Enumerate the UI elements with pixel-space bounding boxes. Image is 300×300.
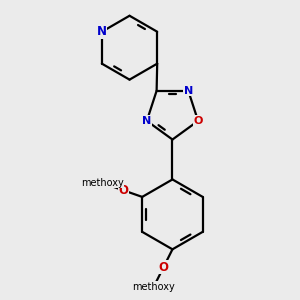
- Text: O: O: [118, 184, 128, 197]
- Text: methoxy: methoxy: [81, 178, 124, 188]
- Text: N: N: [142, 116, 152, 126]
- Text: N: N: [97, 25, 107, 38]
- Text: O: O: [158, 261, 169, 274]
- Text: N: N: [184, 86, 193, 96]
- Text: O: O: [194, 116, 203, 126]
- Text: methoxy: methoxy: [132, 282, 175, 292]
